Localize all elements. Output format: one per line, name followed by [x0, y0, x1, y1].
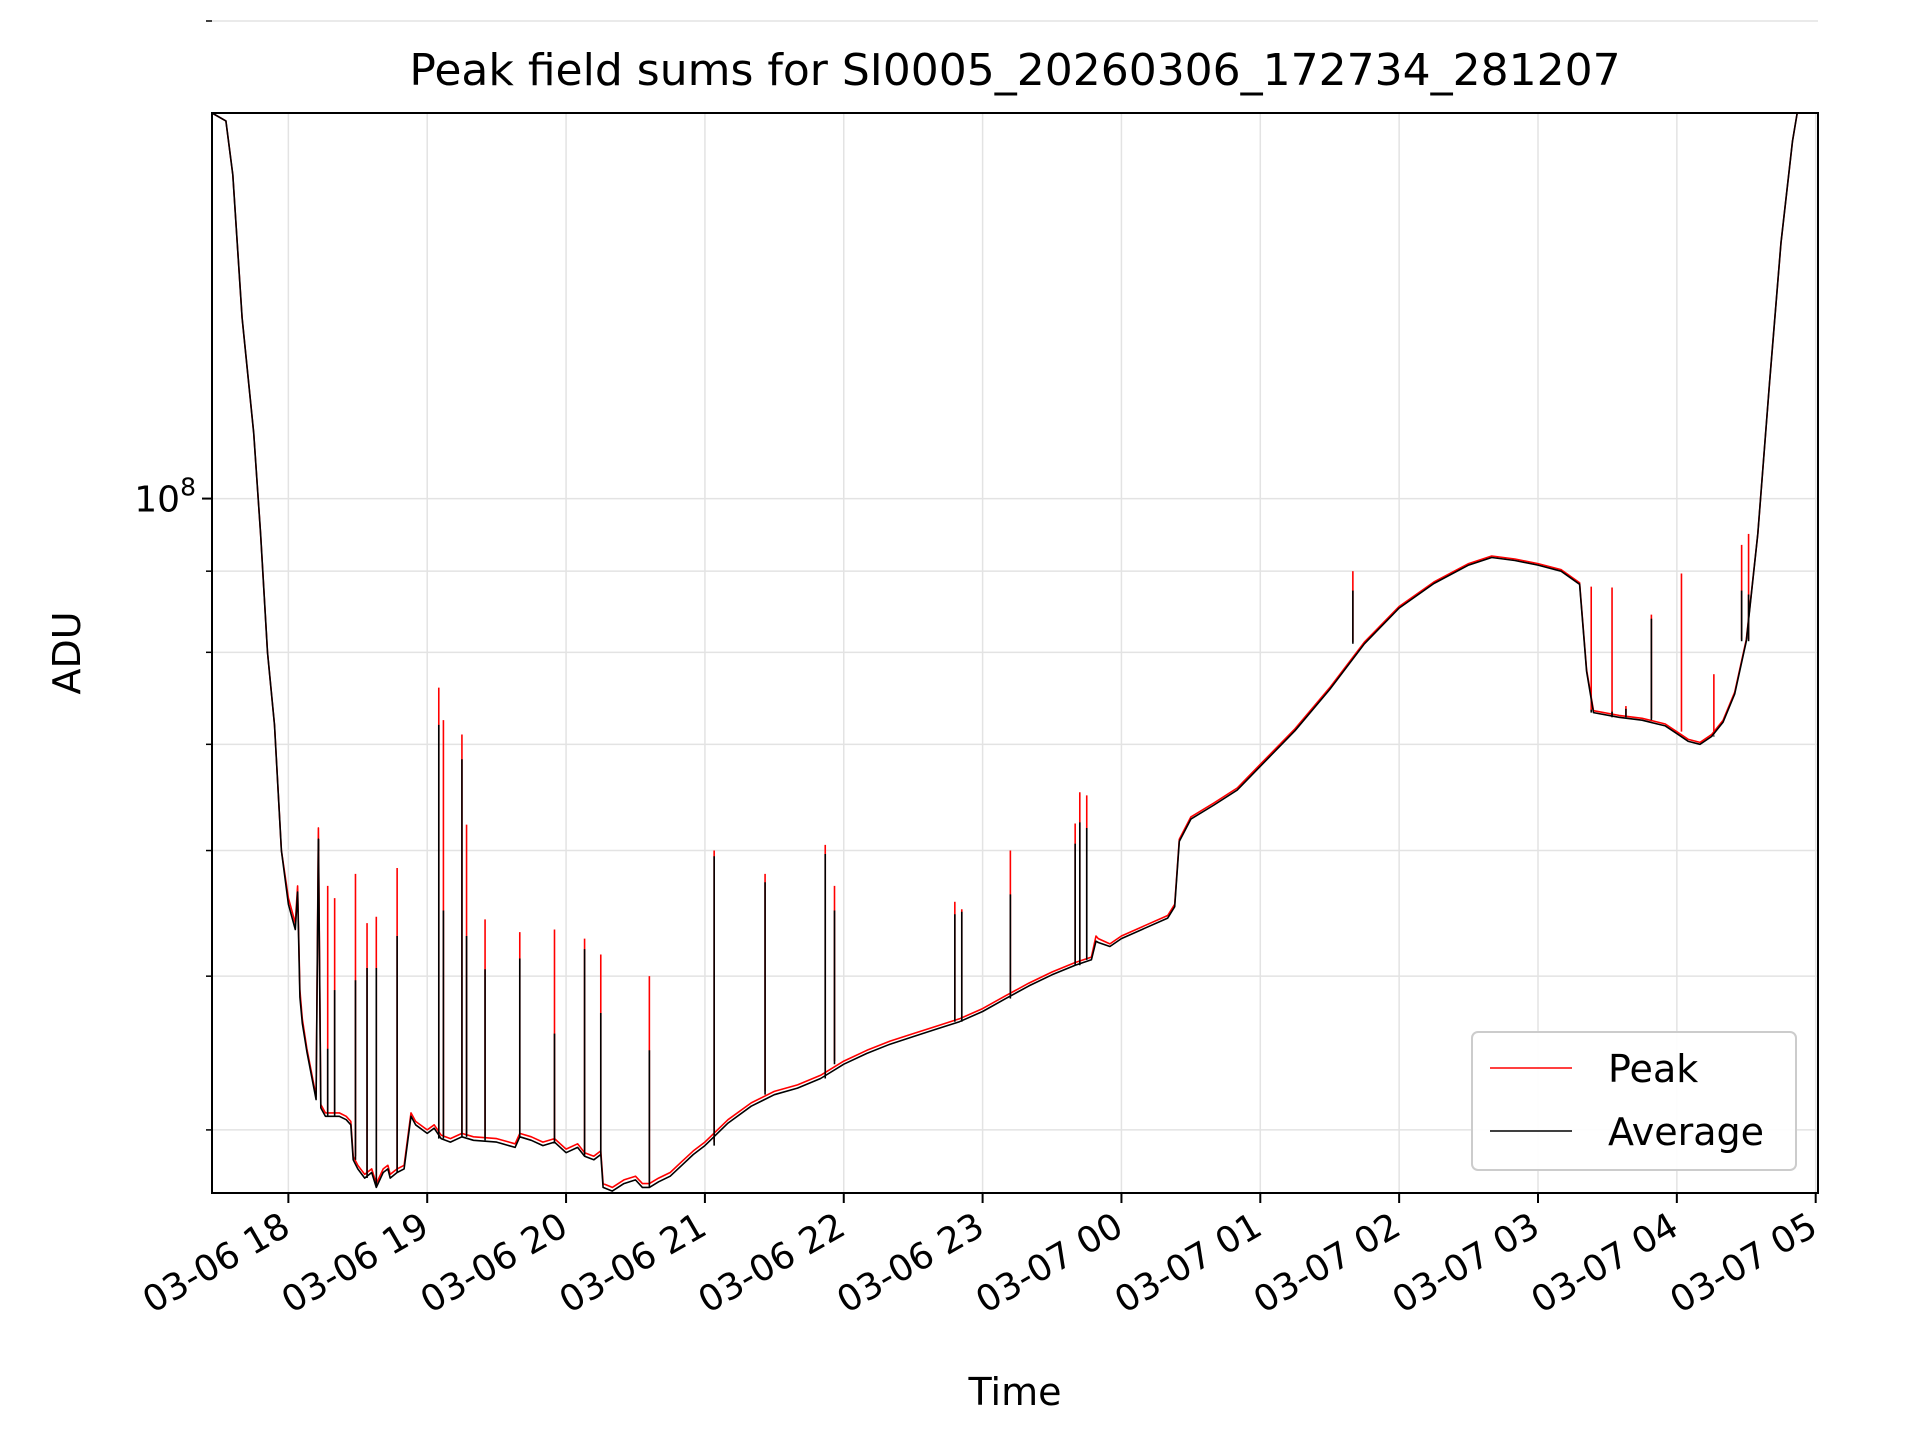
legend-label-peak: Peak [1608, 1047, 1698, 1091]
grid-lines [212, 20, 1818, 1193]
legend-label-average: Average [1608, 1110, 1764, 1154]
series-line-average [211, 112, 1798, 1192]
y-tick-label: 108 [134, 473, 196, 521]
x-axis-label: Time [968, 1370, 1062, 1414]
legend: Peak Average [1471, 1031, 1797, 1171]
plot-series [211, 112, 1798, 1192]
chart-title: Peak field sums for SI0005_20260306_1727… [409, 45, 1620, 96]
y-axis: 108 [134, 20, 212, 1131]
series-line-peak [211, 112, 1798, 1189]
legend-box [1471, 1031, 1797, 1171]
y-axis-label: ADU [45, 611, 89, 694]
